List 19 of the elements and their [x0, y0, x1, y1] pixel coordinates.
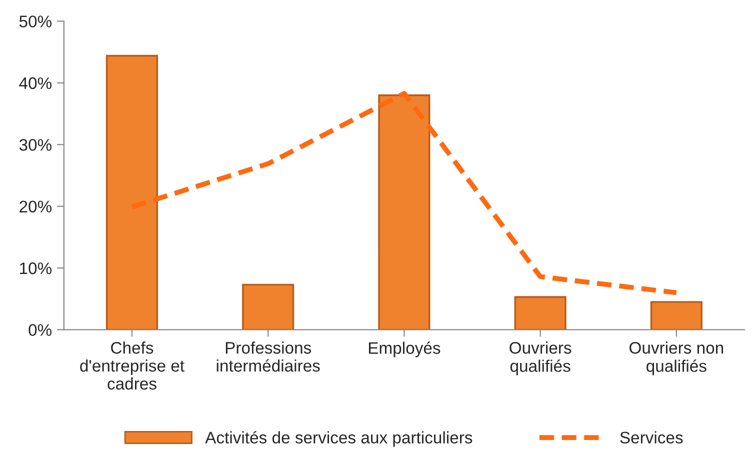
x-tick-label: Ouvriers qualifiés — [510, 342, 572, 376]
x-tick-label: Chefs d'entreprise et cadres — [80, 342, 184, 390]
y-tick-label: 50% — [19, 16, 52, 28]
bar — [378, 94, 430, 330]
bar — [650, 301, 702, 330]
x-tick-label: Professions intermédiaires — [216, 342, 320, 372]
legend-label: Services — [620, 431, 683, 444]
bar — [106, 54, 158, 330]
y-tick-label: 10% — [20, 262, 52, 274]
y-tick-label: 0% — [28, 324, 52, 336]
bar — [514, 296, 566, 330]
y-tick-label: 30% — [19, 139, 52, 151]
y-tick-label: 40% — [19, 77, 52, 90]
bar — [242, 284, 294, 330]
legend-label: Activités de services aux particuliers — [205, 431, 472, 447]
x-tick-label: Ouvriers non qualifiés — [630, 342, 724, 376]
x-tick-label: Employés — [368, 342, 440, 358]
y-tick-label: 20% — [20, 200, 52, 212]
line-series — [130, 90, 679, 296]
